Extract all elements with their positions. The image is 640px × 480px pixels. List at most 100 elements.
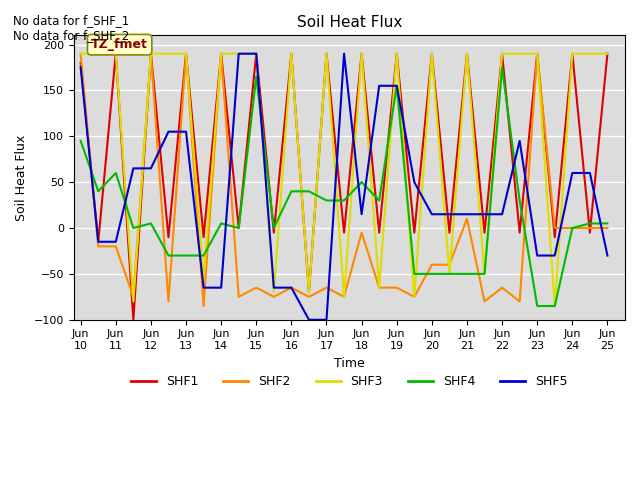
SHF5 — [112, 239, 120, 245]
SHF3 — [463, 51, 471, 57]
Text: TZ_fmet: TZ_fmet — [92, 38, 148, 51]
SHF2 — [94, 243, 102, 249]
SHF5 — [358, 211, 365, 217]
SHF5 — [516, 138, 524, 144]
SHF2 — [463, 216, 471, 222]
X-axis label: Time: Time — [334, 357, 365, 370]
SHF2 — [410, 294, 418, 300]
Text: No data for f_SHF_1
No data for f_SHF_2: No data for f_SHF_1 No data for f_SHF_2 — [13, 14, 129, 42]
SHF3 — [568, 51, 576, 57]
SHF4 — [340, 198, 348, 204]
SHF1 — [568, 51, 576, 57]
SHF1 — [305, 289, 313, 295]
SHF2 — [270, 294, 278, 300]
SHF2 — [428, 262, 436, 267]
SHF2 — [235, 294, 243, 300]
SHF4 — [200, 252, 207, 258]
SHF5 — [533, 252, 541, 258]
Line: SHF3: SHF3 — [81, 54, 607, 306]
SHF2 — [164, 299, 172, 304]
SHF5 — [568, 170, 576, 176]
SHF5 — [287, 285, 295, 290]
SHF3 — [287, 51, 295, 57]
SHF3 — [393, 51, 401, 57]
SHF4 — [323, 198, 330, 204]
SHF4 — [481, 271, 488, 277]
SHF2 — [252, 285, 260, 290]
SHF1 — [235, 225, 243, 231]
Line: SHF2: SHF2 — [81, 54, 607, 306]
SHF3 — [235, 51, 243, 57]
SHF2 — [323, 285, 330, 290]
SHF3 — [94, 51, 102, 57]
SHF4 — [287, 189, 295, 194]
SHF1 — [516, 230, 524, 236]
SHF1 — [358, 51, 365, 57]
SHF4 — [568, 225, 576, 231]
SHF2 — [375, 285, 383, 290]
SHF3 — [129, 299, 137, 304]
SHF5 — [410, 179, 418, 185]
SHF4 — [516, 198, 524, 204]
SHF2 — [340, 294, 348, 300]
SHF3 — [533, 51, 541, 57]
SHF3 — [445, 271, 453, 277]
SHF4 — [235, 225, 243, 231]
SHF1 — [323, 51, 330, 57]
SHF1 — [499, 51, 506, 57]
SHF4 — [252, 74, 260, 80]
SHF1 — [164, 234, 172, 240]
SHF2 — [287, 285, 295, 290]
SHF1 — [94, 239, 102, 245]
SHF3 — [340, 294, 348, 300]
SHF4 — [499, 65, 506, 71]
SHF5 — [551, 252, 559, 258]
SHF3 — [410, 294, 418, 300]
Line: SHF4: SHF4 — [81, 68, 607, 306]
SHF2 — [393, 285, 401, 290]
SHF3 — [499, 51, 506, 57]
SHF1 — [551, 234, 559, 240]
Legend: SHF1, SHF2, SHF3, SHF4, SHF5: SHF1, SHF2, SHF3, SHF4, SHF5 — [126, 370, 573, 393]
SHF5 — [252, 51, 260, 57]
SHF3 — [270, 289, 278, 295]
SHF3 — [164, 51, 172, 57]
SHF1 — [182, 51, 190, 57]
SHF4 — [463, 271, 471, 277]
SHF2 — [533, 51, 541, 57]
SHF1 — [129, 317, 137, 323]
SHF3 — [375, 285, 383, 290]
SHF3 — [218, 51, 225, 57]
SHF4 — [164, 252, 172, 258]
SHF4 — [533, 303, 541, 309]
SHF3 — [604, 51, 611, 57]
SHF5 — [340, 51, 348, 57]
SHF3 — [305, 289, 313, 295]
SHF2 — [200, 303, 207, 309]
SHF3 — [516, 51, 524, 57]
SHF1 — [428, 51, 436, 57]
SHF4 — [586, 220, 594, 226]
SHF5 — [604, 252, 611, 258]
SHF1 — [445, 230, 453, 236]
SHF5 — [147, 166, 155, 171]
SHF3 — [77, 51, 84, 57]
SHF4 — [375, 198, 383, 204]
SHF1 — [410, 230, 418, 236]
SHF1 — [604, 51, 611, 57]
SHF5 — [200, 285, 207, 290]
SHF2 — [129, 294, 137, 300]
SHF1 — [586, 230, 594, 236]
SHF2 — [481, 299, 488, 304]
SHF1 — [112, 51, 120, 57]
SHF1 — [200, 234, 207, 240]
SHF4 — [270, 225, 278, 231]
SHF5 — [499, 211, 506, 217]
SHF1 — [287, 51, 295, 57]
SHF1 — [218, 51, 225, 57]
SHF4 — [77, 138, 84, 144]
SHF2 — [305, 294, 313, 300]
SHF5 — [586, 170, 594, 176]
SHF5 — [235, 51, 243, 57]
SHF2 — [516, 299, 524, 304]
